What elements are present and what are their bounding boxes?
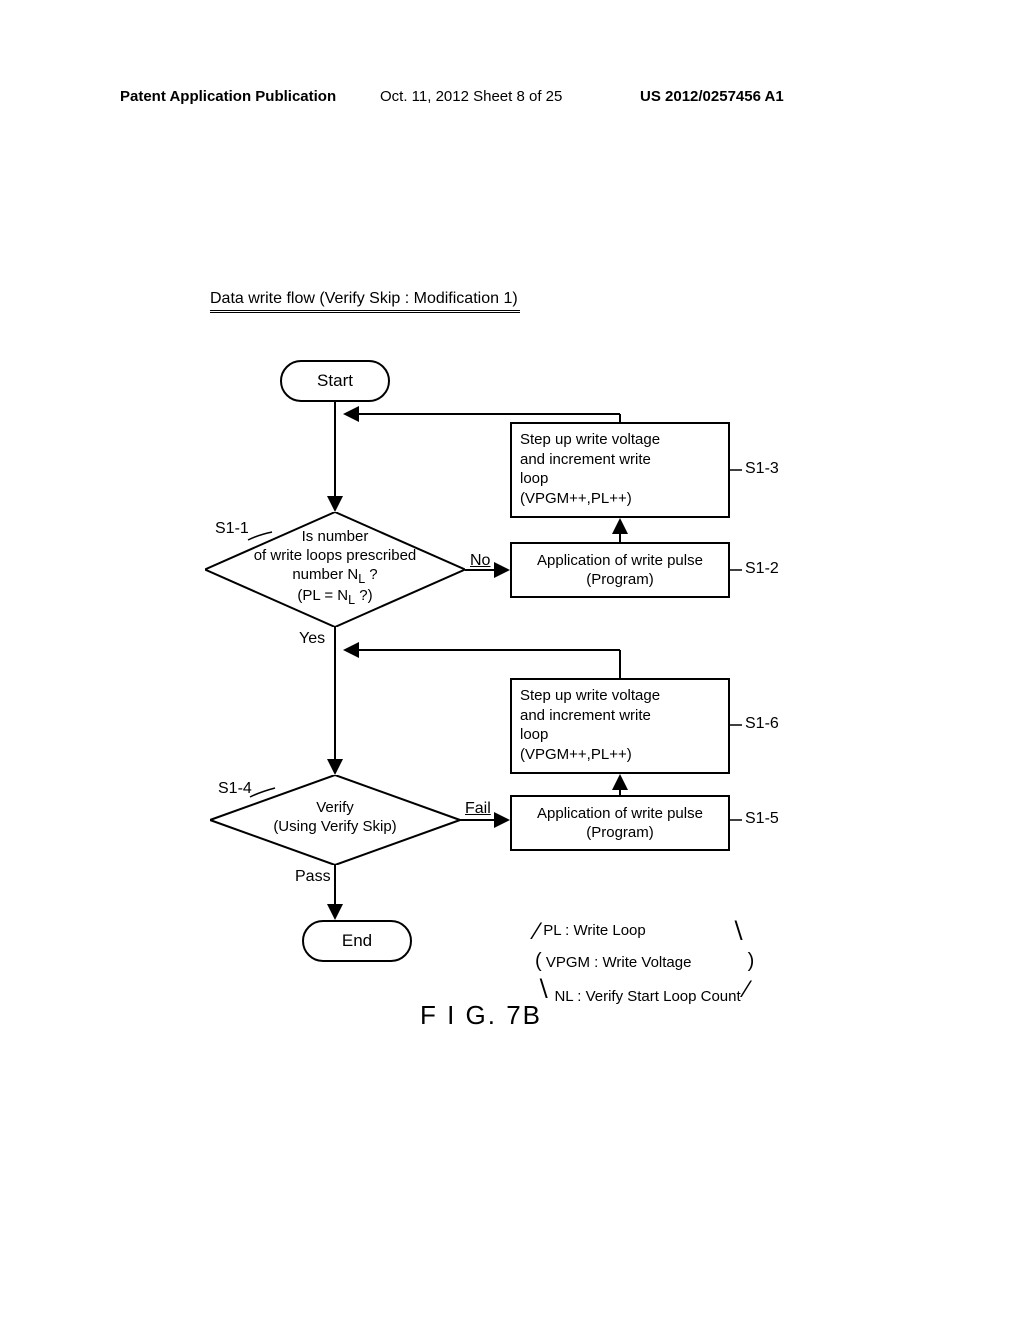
legend-line3: NL : Verify Start Loop Count [554,988,740,1005]
label-yes: Yes [299,630,325,648]
ref-s1-4: S1-4 [218,780,252,798]
legend-line2: VPGM : Write Voltage [546,954,692,971]
d1-line4-rest: ?) [355,587,373,604]
d1-line3-rest: ? [365,566,378,583]
legend: ⁄ PL : Write Loop ∖ ( VPGM : Write Volta… [535,910,749,1012]
process-s1-3: Step up write voltage and increment writ… [510,422,730,518]
d4-line1: Verify [316,799,354,816]
d4-line2: (Using Verify Skip) [273,818,396,835]
header-center: Oct. 11, 2012 Sheet 8 of 25 [380,88,562,105]
ref-s1-5: S1-5 [745,810,779,828]
label-pass: Pass [295,868,331,886]
section-underline [210,310,520,313]
label-no: No [470,552,490,570]
d1-line3: number N [292,566,358,583]
p6-line3: loop [520,726,548,743]
d1-line2: of write loops prescribed [254,547,417,564]
process-s1-2: Application of write pulse (Program) [510,542,730,598]
figure-label: F I G. 7B [420,1000,542,1031]
ref-s1-6: S1-6 [745,715,779,733]
p3-line3: loop [520,470,548,487]
label-fail: Fail [465,800,491,818]
p6-line4: (VPGM++,PL++) [520,746,632,763]
connectors [0,0,1024,1320]
p6-line2: and increment write [520,707,651,724]
header-left: Patent Application Publication [120,88,336,105]
d1-line4: (PL = N [297,587,348,604]
header-right: US 2012/0257456 A1 [640,88,784,105]
ref-s1-2: S1-2 [745,560,779,578]
d1-line1: Is number [302,528,369,545]
p3-line4: (VPGM++,PL++) [520,490,632,507]
process-s1-5: Application of write pulse (Program) [510,795,730,851]
section-title: Data write flow (Verify Skip : Modificat… [210,290,518,308]
p6-line1: Step up write voltage [520,687,660,704]
p3-line1: Step up write voltage [520,431,660,448]
process-s1-6: Step up write voltage and increment writ… [510,678,730,774]
ref-s1-3: S1-3 [745,460,779,478]
ref-s1-1: S1-1 [215,520,249,538]
legend-line1: PL : Write Loop [543,922,646,939]
end-terminal: End [302,920,412,962]
p3-line2: and increment write [520,451,651,468]
start-terminal: Start [280,360,390,402]
